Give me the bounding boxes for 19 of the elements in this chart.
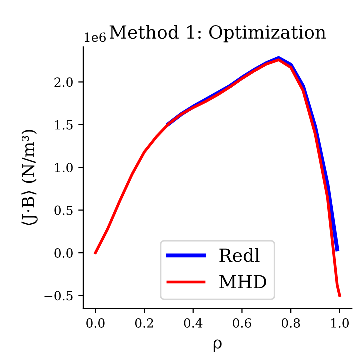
y-tick-label: 2.0 <box>54 78 73 88</box>
y-axis-title: ⟨J·B⟩ (N/m³) <box>22 130 38 226</box>
y-tick-label: 1.5 <box>55 120 73 130</box>
y-tick-label: −0.5 <box>44 291 73 301</box>
y-tick-label: 0.5 <box>54 206 73 216</box>
x-axis-title: ρ <box>214 340 222 352</box>
y-tick-label: 1.0 <box>55 163 73 173</box>
legend-label: MHD <box>220 275 266 289</box>
x-tick-label: 0.2 <box>135 318 154 328</box>
line-series <box>94 58 342 298</box>
x-tick-label: 0.0 <box>86 318 105 328</box>
legend-label: Redl <box>220 248 260 262</box>
y-tick-label: 0.0 <box>54 248 73 258</box>
text: 1e6 <box>85 32 106 42</box>
x-tick-label: 0.6 <box>233 318 252 328</box>
x-tick-label: 1.0 <box>331 318 350 328</box>
chart-title: Method 1: Optimization <box>110 25 326 43</box>
x-tick-label: 0.8 <box>282 318 300 328</box>
x-tick-label: 0.4 <box>184 318 203 328</box>
